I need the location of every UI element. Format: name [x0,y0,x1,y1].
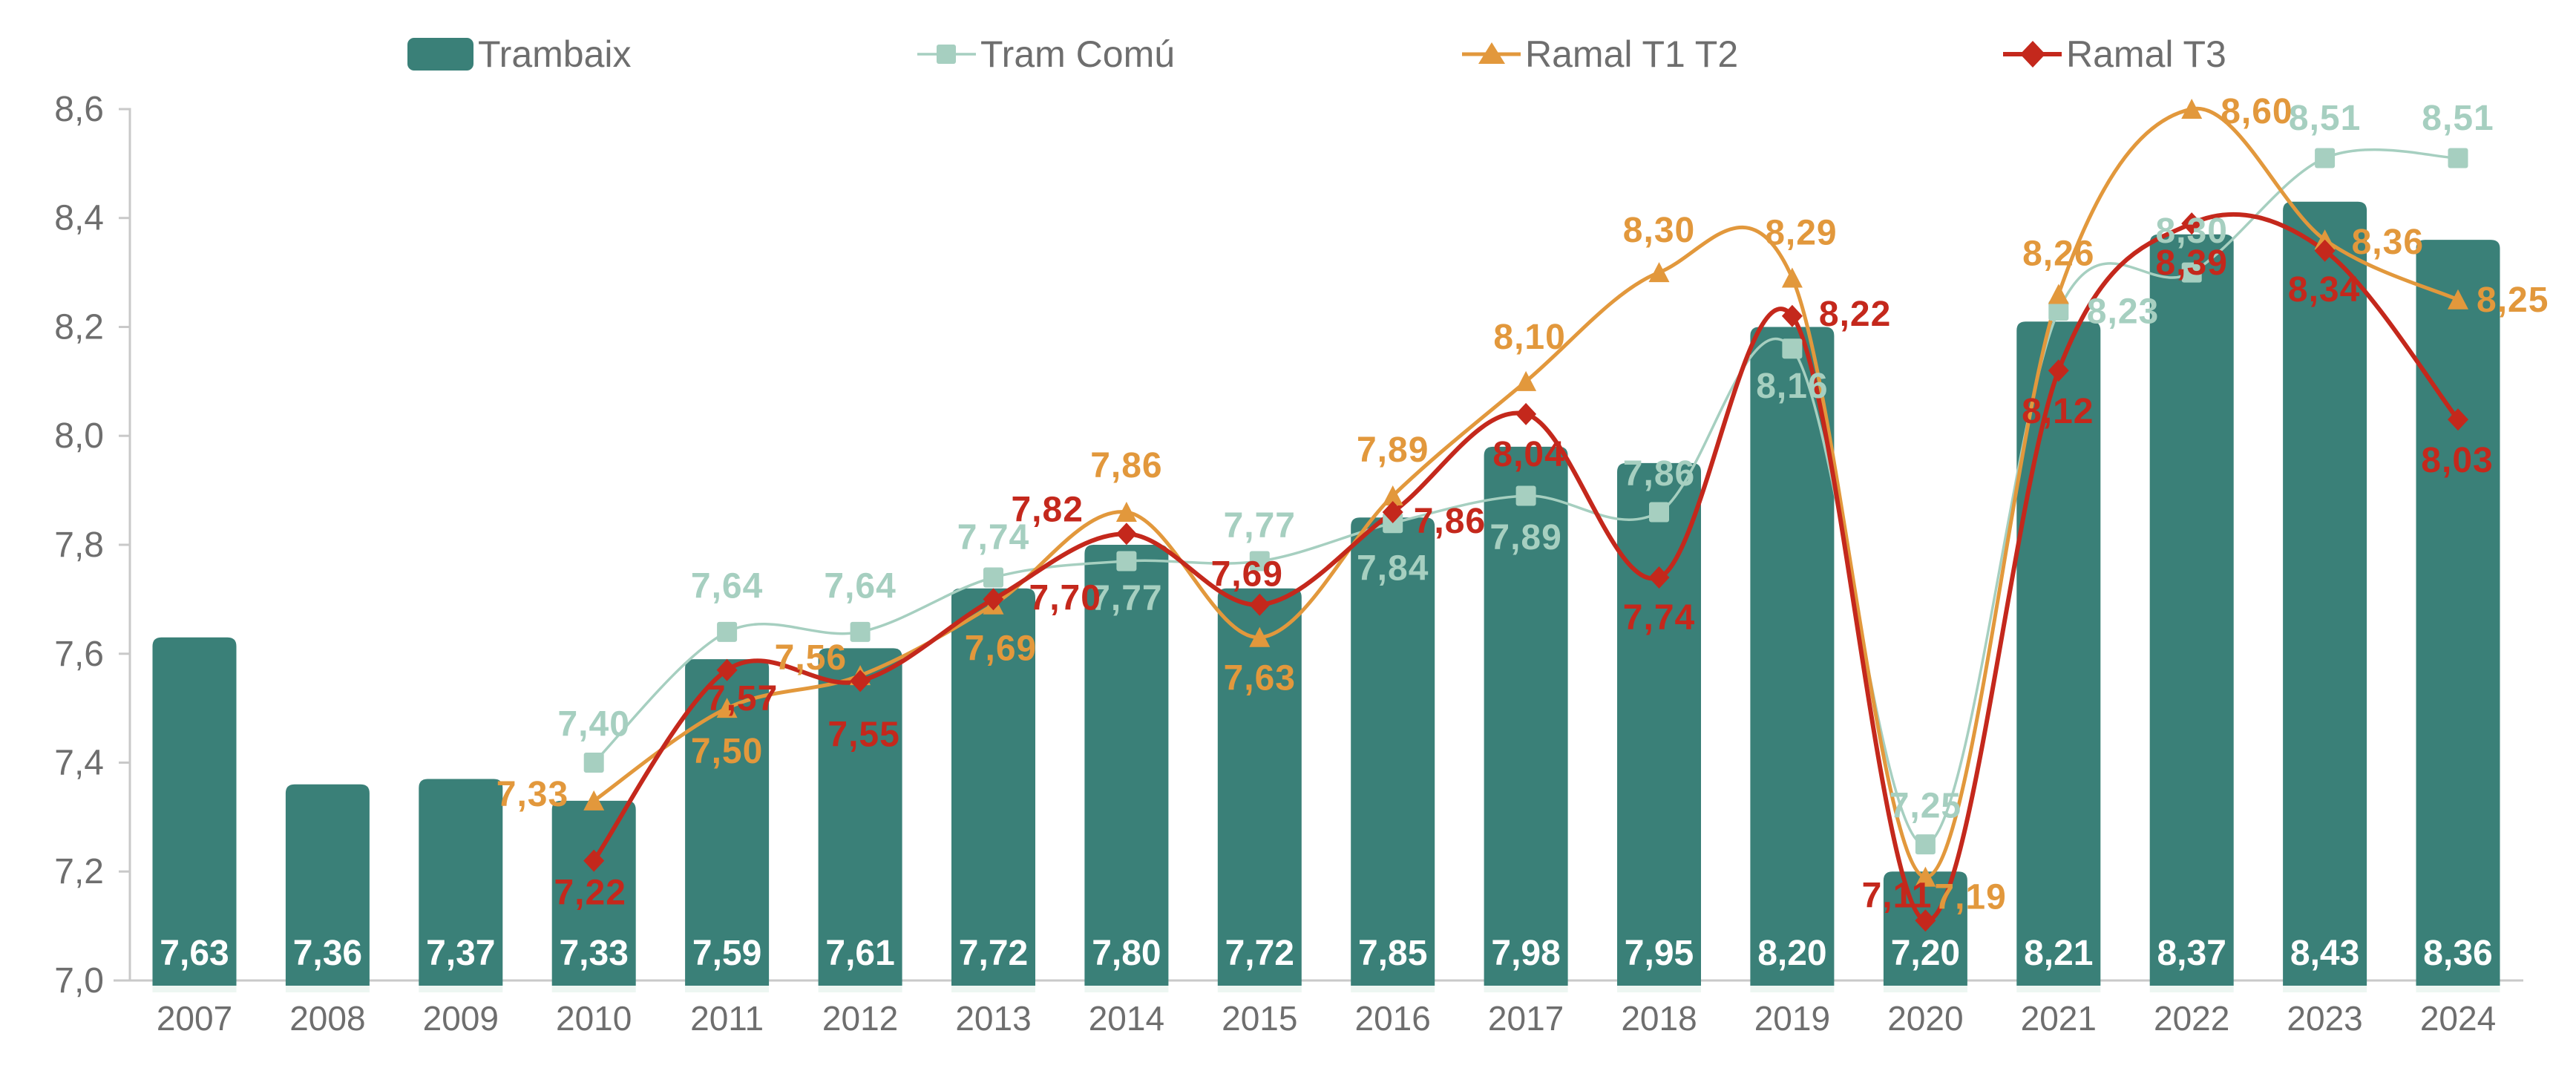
svg-text:2014: 2014 [1089,999,1164,1038]
svg-text:7,4: 7,4 [54,744,104,783]
svg-text:8,36: 8,36 [2352,223,2424,262]
svg-text:8,25: 8,25 [2477,281,2549,320]
svg-text:7,50: 7,50 [691,732,763,771]
svg-text:8,51: 8,51 [2422,99,2494,138]
svg-text:Ramal T3: Ramal T3 [2066,33,2226,75]
svg-text:2007: 2007 [157,999,232,1038]
svg-text:7,69: 7,69 [1211,555,1283,595]
svg-text:7,86: 7,86 [1414,502,1486,541]
svg-text:7,86: 7,86 [1090,446,1162,485]
svg-text:7,25: 7,25 [1890,787,1962,826]
svg-text:8,37: 8,37 [2157,934,2226,973]
svg-text:7,2: 7,2 [54,852,104,891]
svg-text:7,64: 7,64 [824,566,896,606]
svg-text:2022: 2022 [2154,999,2229,1038]
svg-text:7,36: 7,36 [293,934,362,973]
svg-text:7,80: 7,80 [1092,934,1161,973]
svg-text:7,77: 7,77 [1224,506,1296,546]
svg-text:8,03: 8,03 [2421,441,2493,480]
svg-text:2023: 2023 [2287,999,2362,1038]
svg-text:7,89: 7,89 [1357,430,1429,470]
svg-text:7,57: 7,57 [706,679,778,718]
svg-text:2021: 2021 [2021,999,2097,1038]
svg-text:Trambaix: Trambaix [478,33,632,75]
svg-text:8,6: 8,6 [54,90,104,129]
svg-text:7,82: 7,82 [1011,490,1083,529]
svg-text:2009: 2009 [423,999,499,1038]
svg-text:8,60: 8,60 [2221,92,2292,131]
svg-text:7,11: 7,11 [1862,876,1933,915]
svg-text:7,0: 7,0 [54,961,104,1001]
svg-text:Tram Comú: Tram Comú [980,33,1175,75]
svg-text:7,85: 7,85 [1358,934,1427,973]
svg-text:7,89: 7,89 [1489,518,1561,557]
svg-text:7,56: 7,56 [775,638,847,678]
svg-text:8,36: 8,36 [2423,934,2492,973]
svg-text:7,61: 7,61 [825,934,894,973]
svg-text:8,30: 8,30 [1623,211,1695,250]
svg-text:7,84: 7,84 [1357,549,1429,589]
svg-text:7,72: 7,72 [1225,934,1294,973]
svg-text:8,34: 8,34 [2288,270,2360,310]
svg-text:2010: 2010 [556,999,632,1038]
svg-text:8,22: 8,22 [1819,295,1891,334]
svg-text:8,21: 8,21 [2024,934,2093,973]
svg-text:8,39: 8,39 [2155,243,2227,283]
svg-text:7,77: 7,77 [1090,579,1162,618]
svg-text:8,0: 8,0 [54,416,104,456]
svg-text:8,23: 8,23 [2087,292,2159,332]
svg-text:2016: 2016 [1355,999,1431,1038]
svg-text:7,63: 7,63 [1224,659,1296,698]
svg-text:7,20: 7,20 [1891,934,1960,973]
svg-text:8,10: 8,10 [1493,318,1565,357]
svg-text:7,86: 7,86 [1623,454,1695,494]
svg-text:8,04: 8,04 [1492,435,1564,474]
svg-text:8,20: 8,20 [1757,934,1826,973]
svg-text:8,43: 8,43 [2290,934,2359,973]
svg-text:8,29: 8,29 [1765,214,1837,253]
svg-text:2020: 2020 [1887,999,1963,1038]
svg-text:2015: 2015 [1222,999,1297,1038]
svg-text:7,19: 7,19 [1934,878,2006,917]
svg-text:7,6: 7,6 [54,635,104,674]
svg-text:Ramal T1 T2: Ramal T1 T2 [1525,33,1738,75]
svg-text:7,33: 7,33 [559,934,628,973]
svg-text:7,55: 7,55 [827,715,899,754]
svg-text:7,72: 7,72 [959,934,1028,973]
svg-text:2024: 2024 [2420,999,2496,1038]
svg-text:7,33: 7,33 [496,775,568,814]
svg-text:2013: 2013 [955,999,1031,1038]
svg-text:8,26: 8,26 [2022,235,2094,274]
svg-text:8,51: 8,51 [2289,99,2361,138]
svg-text:8,30: 8,30 [2155,212,2227,251]
svg-text:7,98: 7,98 [1491,934,1560,973]
svg-text:8,12: 8,12 [2022,392,2094,431]
svg-text:2011: 2011 [690,999,764,1038]
svg-text:7,63: 7,63 [160,934,229,973]
svg-text:2017: 2017 [1488,999,1564,1038]
svg-text:2019: 2019 [1754,999,1830,1038]
svg-text:7,40: 7,40 [557,705,629,744]
svg-text:7,37: 7,37 [426,934,495,973]
svg-text:7,69: 7,69 [965,629,1037,669]
svg-text:7,95: 7,95 [1625,934,1694,973]
svg-text:7,22: 7,22 [554,874,626,913]
svg-text:7,70: 7,70 [1029,578,1101,618]
svg-text:2018: 2018 [1621,999,1697,1038]
svg-text:7,74: 7,74 [957,518,1029,557]
svg-text:7,8: 7,8 [54,525,104,565]
svg-text:8,4: 8,4 [54,199,104,238]
svg-text:8,16: 8,16 [1756,367,1828,406]
svg-text:2008: 2008 [289,999,365,1038]
svg-text:7,59: 7,59 [692,934,761,973]
svg-text:8,2: 8,2 [54,308,104,347]
svg-text:7,64: 7,64 [691,566,763,606]
svg-text:2012: 2012 [822,999,898,1038]
svg-text:7,74: 7,74 [1623,598,1695,638]
